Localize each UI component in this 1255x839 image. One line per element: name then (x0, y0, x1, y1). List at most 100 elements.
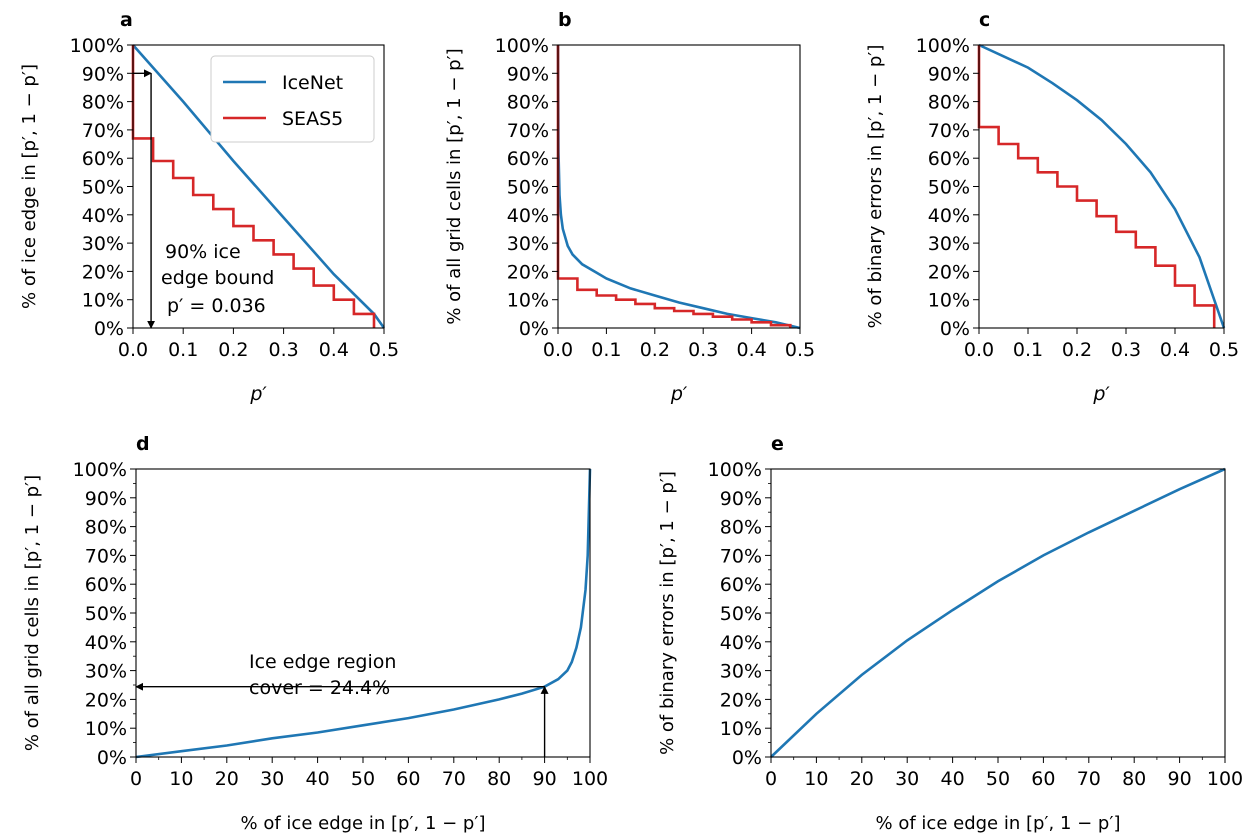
panel-label: e (771, 433, 784, 455)
x-tick-label: 50 (351, 768, 375, 790)
y-tick-label: 80% (82, 92, 124, 114)
y-tick-label: 10% (928, 290, 970, 312)
x-tick-label: 0.3 (688, 339, 718, 361)
y-tick-label: 70% (720, 545, 762, 567)
x-tick-label: 50 (986, 768, 1010, 790)
y-tick-label: 80% (507, 92, 549, 114)
y-tick-label: 80% (720, 517, 762, 539)
panel-d: 0% 10% 20% 30% 40% 50% 60% 70% 80% 90% 100% 0 10 20 30… (22, 433, 608, 834)
x-axis-label: p′ (670, 383, 688, 405)
y-tick-label: 90% (720, 488, 762, 510)
y-tick-label: 50% (85, 603, 127, 625)
y-axis-label: % of all grid cells in [p′, 1 − p′] (444, 48, 465, 324)
annotation-text: edge bound (161, 267, 274, 289)
y-tick-label: 50% (720, 603, 762, 625)
annotation-text: 90% ice (165, 241, 241, 263)
series-line-seas5 (131, 45, 376, 328)
x-tick-label: 70 (1077, 768, 1101, 790)
y-tick-label: 20% (82, 261, 124, 283)
x-tick-label: 0 (130, 768, 142, 790)
y-tick-label: 60% (928, 148, 970, 170)
y-tick-label: 70% (85, 545, 127, 567)
y-tick-label: 70% (928, 120, 970, 142)
y-tick-label: 60% (507, 148, 549, 170)
annotation-text: Ice edge region (249, 651, 396, 673)
x-tick-label: 0 (765, 768, 777, 790)
x-tick-label: 40 (941, 768, 965, 790)
x-tick-label: 90 (1168, 768, 1192, 790)
y-tick-label: 0% (97, 747, 127, 769)
plot-frame (770, 468, 1226, 758)
y-tick-label: 10% (507, 290, 549, 312)
x-tick-label: 60 (1031, 768, 1055, 790)
x-tick-label: 0.1 (168, 339, 198, 361)
annotation-text: cover = 24.4% (249, 677, 390, 699)
series-line-icenet (978, 43, 1226, 329)
legend-label-seas5: SEAS5 (282, 108, 343, 130)
y-tick-label: 70% (507, 120, 549, 142)
y-tick-label: 80% (85, 517, 127, 539)
y-tick-label: 70% (82, 120, 124, 142)
panel-label: a (120, 9, 133, 31)
x-tick-label: 0.4 (319, 339, 349, 361)
y-tick-label: 50% (928, 177, 970, 199)
y-axis-label: % of binary errors in [p′, 1 − p′] (657, 471, 678, 755)
y-tick-label: 60% (82, 148, 124, 170)
x-tick-label: 0.3 (1111, 339, 1141, 361)
series-line-seas5 (556, 45, 792, 328)
y-tick-label: 90% (507, 63, 549, 85)
y-tick-label: 0% (732, 747, 762, 769)
y-tick-label: 0% (94, 318, 124, 340)
x-tick-label: 0.3 (268, 339, 298, 361)
x-tick-label: 100 (572, 768, 608, 790)
x-tick-label: 0.5 (1209, 339, 1239, 361)
annotation-text: p′ = 0.036 (167, 295, 266, 317)
panel-label: b (558, 9, 572, 31)
x-tick-label: 10 (804, 768, 828, 790)
y-tick-label: 30% (507, 233, 549, 255)
y-tick-label: 40% (928, 205, 970, 227)
y-tick-label: 20% (928, 261, 970, 283)
y-tick-label: 10% (82, 290, 124, 312)
y-tick-label: 100% (73, 459, 127, 481)
x-tick-label: 0.5 (369, 339, 399, 361)
panel-e: 0% 10% 20% 30% 40% 50% 60% 70% 80% 90% 100% 0 10 20 30… (657, 433, 1243, 834)
x-tick-label: 100 (1207, 768, 1243, 790)
y-tick-label: 100% (708, 459, 762, 481)
y-tick-label: 90% (85, 488, 127, 510)
x-tick-label: 0.1 (1013, 339, 1043, 361)
x-tick-label: 0.5 (785, 339, 815, 361)
legend-label-icenet: IceNet (282, 72, 343, 94)
y-tick-label: 40% (82, 205, 124, 227)
x-tick-label: 80 (1122, 768, 1146, 790)
x-tick-label: 0.1 (591, 339, 621, 361)
panel-label: d (136, 433, 150, 455)
x-axis-label: % of ice edge in [p′, 1 − p′] (876, 813, 1121, 834)
y-axis-label: % of all grid cells in [p′, 1 − p′] (22, 475, 43, 751)
y-tick-label: 30% (85, 661, 127, 683)
series-line-seas5 (977, 45, 1216, 328)
x-tick-label: 80 (487, 768, 511, 790)
y-tick-label: 20% (720, 689, 762, 711)
y-tick-label: 10% (85, 718, 127, 740)
y-tick-label: 0% (940, 318, 970, 340)
plot-frame (135, 468, 591, 758)
x-tick-label: 0.2 (1062, 339, 1092, 361)
panel-c: 0% 10% 20% 30% 40% 50% 60% 70% 80% 90% 100% 0.0 0.1 0… (865, 9, 1239, 405)
x-tick-label: 90 (533, 768, 557, 790)
x-tick-label: 0.4 (736, 339, 766, 361)
x-axis-label: p′ (1092, 383, 1110, 405)
x-tick-label: 60 (396, 768, 420, 790)
y-tick-label: 0% (519, 318, 549, 340)
y-tick-label: 80% (928, 92, 970, 114)
y-tick-label: 20% (85, 689, 127, 711)
y-tick-label: 100% (70, 35, 124, 57)
panel-a: 0% 10% 20% 30% 40% 50% 60% 70% 80% 90% 100% 0.0 0.1 0… (19, 9, 399, 405)
panel-b: 0% 10% 20% 30% 40% 50% 60% 70% 80% 90% 100% 0.0 0.1 0… (444, 9, 815, 405)
y-tick-label: 20% (507, 261, 549, 283)
x-tick-label: 30 (895, 768, 919, 790)
y-tick-label: 30% (720, 661, 762, 683)
y-tick-label: 60% (720, 574, 762, 596)
x-tick-label: 30 (260, 768, 284, 790)
